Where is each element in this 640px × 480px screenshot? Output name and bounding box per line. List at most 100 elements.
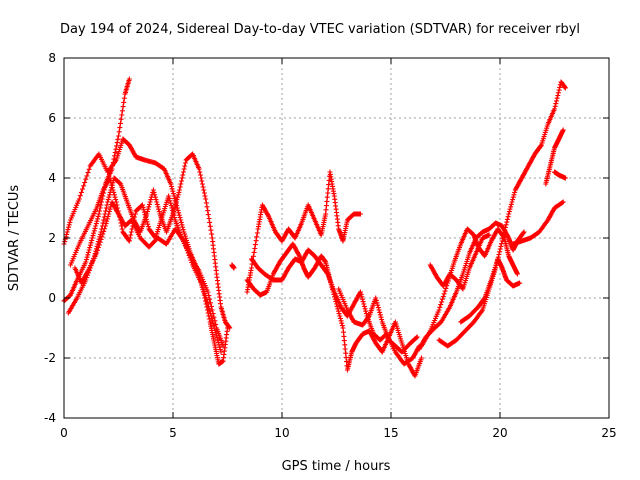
data-point bbox=[209, 231, 215, 237]
data-point bbox=[168, 181, 174, 187]
data-point bbox=[521, 229, 527, 235]
data-point bbox=[110, 163, 116, 169]
data-point bbox=[185, 250, 191, 256]
data-point bbox=[339, 320, 345, 326]
data-point bbox=[341, 329, 346, 335]
data-point bbox=[338, 318, 344, 324]
data-point bbox=[217, 347, 223, 353]
series-track-17 bbox=[543, 127, 566, 187]
data-point bbox=[184, 248, 190, 254]
data-point bbox=[512, 189, 518, 195]
data-point bbox=[96, 211, 102, 217]
data-point bbox=[145, 209, 150, 215]
data-point bbox=[499, 238, 505, 244]
data-point bbox=[553, 101, 559, 107]
data-point bbox=[104, 218, 110, 224]
data-point bbox=[112, 153, 118, 159]
data-point bbox=[168, 200, 174, 206]
data-point bbox=[93, 221, 99, 227]
data-point bbox=[330, 287, 336, 293]
data-point bbox=[207, 219, 213, 225]
data-point bbox=[215, 337, 221, 343]
data-point bbox=[176, 189, 182, 195]
data-point bbox=[210, 318, 215, 324]
data-point bbox=[76, 196, 82, 202]
data-point bbox=[554, 98, 559, 104]
data-point bbox=[555, 90, 561, 96]
data-point bbox=[148, 197, 154, 203]
data-point bbox=[170, 188, 176, 194]
data-point bbox=[217, 344, 223, 350]
data-point bbox=[359, 294, 365, 300]
data-point bbox=[486, 232, 492, 238]
data-point bbox=[503, 225, 508, 230]
data-point bbox=[121, 95, 127, 101]
data-point bbox=[92, 225, 98, 231]
data-point bbox=[189, 260, 195, 266]
data-point bbox=[208, 311, 213, 317]
data-point bbox=[206, 316, 212, 322]
data-point bbox=[323, 211, 329, 217]
data-point bbox=[141, 209, 147, 215]
data-point bbox=[126, 76, 132, 82]
data-point bbox=[206, 306, 212, 312]
data-point bbox=[144, 219, 150, 225]
series-track-5 bbox=[72, 199, 224, 355]
data-point bbox=[375, 302, 381, 308]
data-point bbox=[107, 175, 113, 181]
data-point bbox=[88, 240, 94, 246]
data-point bbox=[337, 313, 343, 319]
data-point bbox=[208, 227, 214, 233]
data-point bbox=[81, 183, 87, 189]
data-point bbox=[143, 214, 149, 220]
data-point bbox=[85, 170, 91, 176]
y-tick-label: -4 bbox=[44, 411, 56, 425]
data-point bbox=[501, 230, 507, 236]
data-point bbox=[179, 222, 185, 228]
data-point bbox=[501, 233, 506, 239]
data-point bbox=[128, 229, 134, 235]
data-point bbox=[358, 289, 363, 295]
data-point bbox=[154, 199, 160, 205]
data-point bbox=[112, 194, 118, 200]
data-point bbox=[177, 215, 183, 221]
series-line bbox=[246, 242, 423, 378]
data-point bbox=[87, 242, 93, 248]
data-point bbox=[143, 216, 149, 222]
data-point bbox=[197, 169, 203, 175]
data-point bbox=[113, 199, 119, 205]
data-point bbox=[103, 208, 109, 214]
data-point bbox=[85, 249, 91, 255]
data-series bbox=[61, 76, 568, 379]
data-point bbox=[178, 217, 184, 223]
y-tick-label: -2 bbox=[44, 351, 56, 365]
data-point bbox=[174, 197, 180, 203]
data-point bbox=[203, 200, 209, 206]
data-point bbox=[363, 308, 369, 314]
data-point bbox=[556, 87, 562, 93]
data-point bbox=[199, 178, 205, 184]
data-point bbox=[91, 228, 97, 234]
data-point bbox=[82, 180, 88, 185]
data-point bbox=[341, 338, 347, 344]
data-point bbox=[552, 103, 558, 109]
data-point bbox=[324, 203, 329, 209]
data-point bbox=[344, 359, 349, 365]
data-point bbox=[180, 227, 186, 233]
data-point bbox=[210, 320, 216, 326]
data-point bbox=[146, 204, 152, 210]
data-point bbox=[172, 215, 177, 221]
data-point bbox=[171, 212, 177, 218]
data-point bbox=[379, 317, 385, 323]
data-point bbox=[156, 206, 162, 212]
data-point bbox=[109, 185, 115, 191]
data-point bbox=[205, 289, 211, 295]
data-point bbox=[67, 219, 73, 225]
data-point bbox=[128, 232, 134, 238]
data-point bbox=[517, 280, 523, 286]
data-point bbox=[113, 197, 119, 203]
data-point bbox=[375, 305, 381, 311]
data-point bbox=[508, 201, 514, 207]
data-point bbox=[499, 241, 504, 247]
data-point bbox=[119, 108, 125, 114]
